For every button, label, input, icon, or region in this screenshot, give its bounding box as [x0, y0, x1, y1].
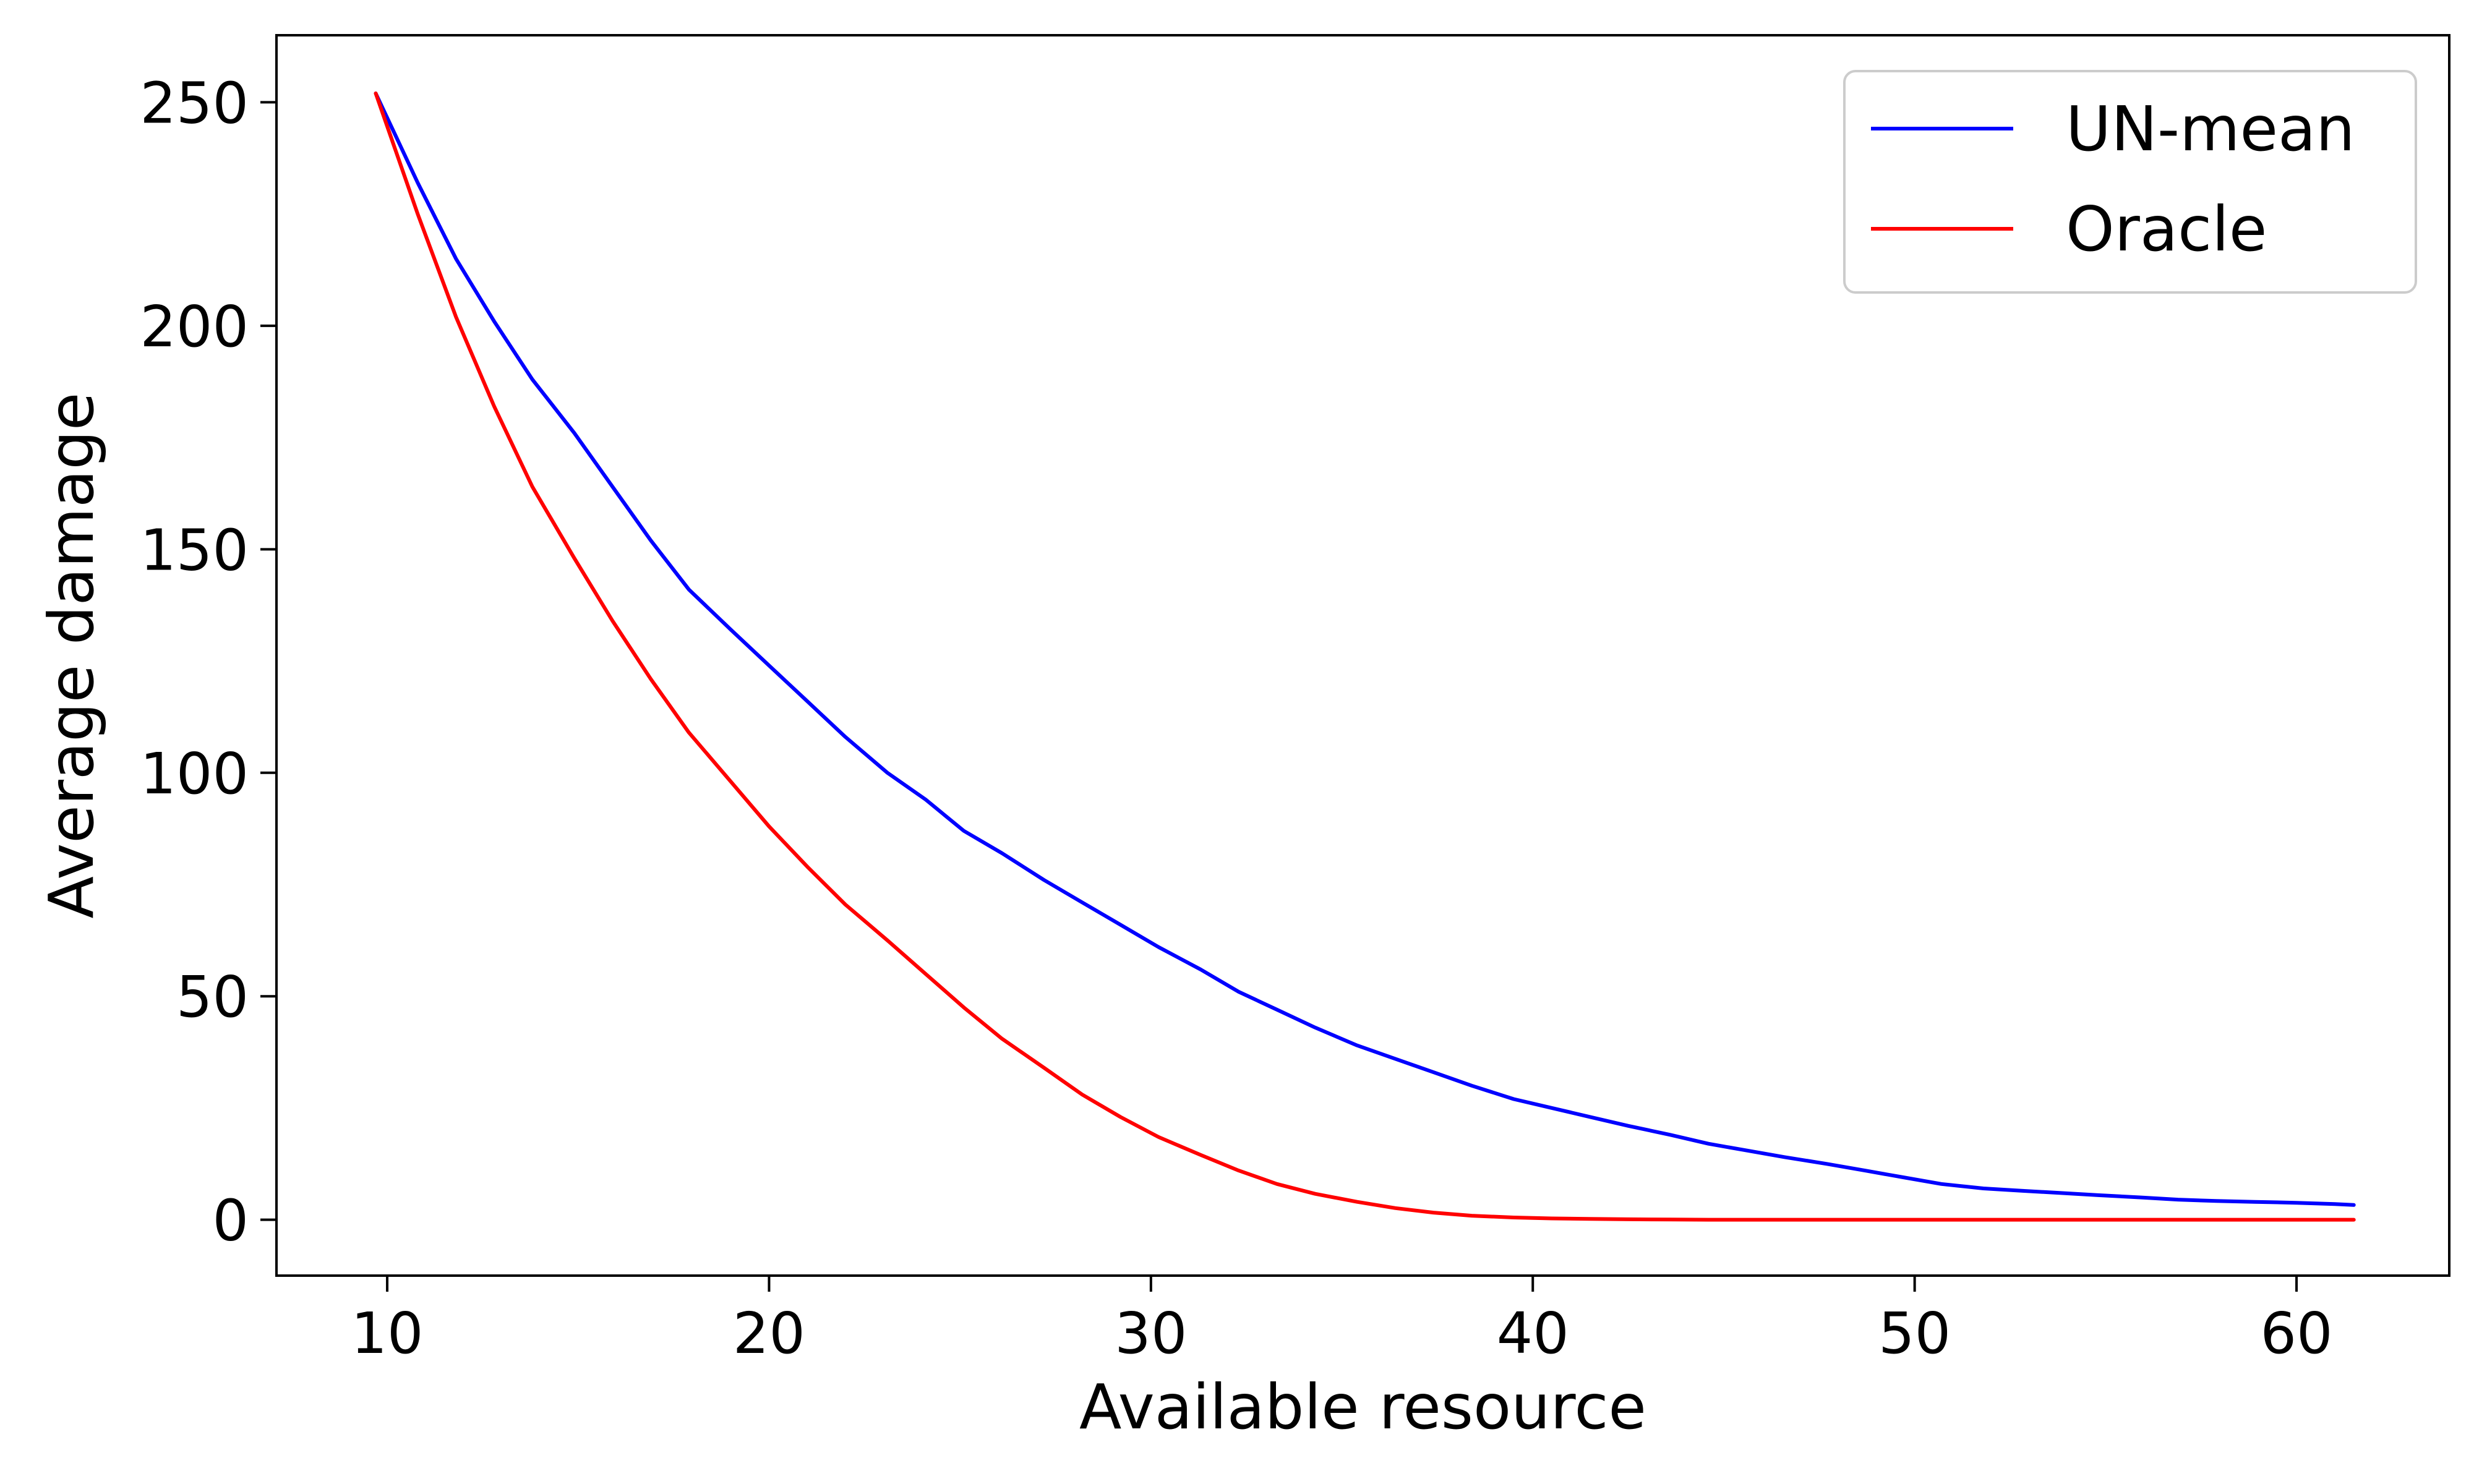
legend-box: [1843, 70, 2417, 294]
y-tick-label: 0: [212, 1188, 249, 1254]
series-line-un-mean: [374, 92, 2356, 1207]
y-tick-label: 200: [140, 294, 249, 360]
x-tick-label: 60: [2261, 1300, 2333, 1367]
y-axis-ticks: 0 50 100 150 200 250: [140, 70, 276, 1254]
legend-label-un-mean: UN-mean: [2066, 93, 2355, 165]
x-axis-label: Available resource: [1079, 1371, 1646, 1443]
x-tick-label: 20: [733, 1300, 805, 1367]
y-tick-label: 100: [140, 741, 249, 807]
y-tick-label: 50: [176, 964, 249, 1030]
series-line-oracle: [374, 92, 2356, 1222]
legend: UN-mean Oracle: [1843, 70, 2417, 294]
y-axis-label: Average damage: [35, 393, 108, 919]
y-tick-label: 150: [140, 517, 249, 583]
legend-label-oracle: Oracle: [2066, 193, 2267, 265]
series-layer: [374, 92, 2356, 1222]
plot-frame: [275, 34, 2450, 1277]
x-tick-label: 40: [1497, 1300, 1569, 1367]
x-tick-label: 50: [1878, 1300, 1951, 1367]
x-axis-ticks: 10 20 30 40 50 60: [351, 1276, 2333, 1367]
x-tick-label: 10: [351, 1300, 424, 1367]
y-tick-label: 250: [140, 70, 249, 136]
x-tick-label: 30: [1115, 1300, 1187, 1367]
